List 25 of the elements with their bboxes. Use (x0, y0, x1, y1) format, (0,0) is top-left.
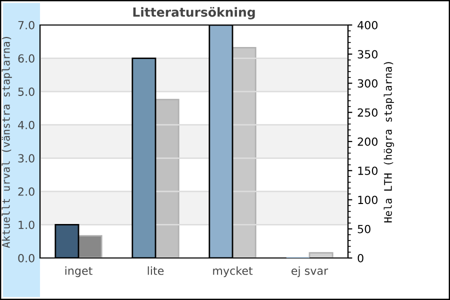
y2-tick-label: 250 (358, 108, 378, 117)
x-tick-label: mycket (213, 266, 253, 278)
y-axis-title: Aktuellt urval (vänstra staplarna) (2, 37, 12, 248)
y2-tick-label: 200 (358, 137, 378, 146)
y-tick-label: 0.0 (18, 254, 34, 262)
chart-title: Litteratursökning (133, 6, 255, 20)
y-tick-label: 7.0 (18, 20, 34, 30)
y2-axis-title: Hela LTH (högra staplarna) (384, 62, 394, 222)
x-tick-label: ej svar (292, 266, 328, 278)
y-tick-label: 5.0 (18, 88, 34, 96)
y-tick-label: 6.0 (18, 54, 34, 63)
x-tick-label: lite (148, 266, 164, 275)
y2-tick-label: 50 (358, 224, 370, 234)
y2-tick-label: 0 (358, 254, 364, 262)
y2-tick-label: 400 (358, 20, 378, 30)
x-tick-label: inget (65, 266, 92, 278)
y2-tick-label: 300 (358, 79, 378, 88)
y2-tick-label: 100 (358, 196, 378, 204)
y2-tick-label: 150 (358, 166, 378, 176)
y-tick-label: 1.0 (18, 220, 34, 230)
y-tick-label: 4.0 (18, 120, 34, 130)
y-tick-label: 2.0 (18, 187, 34, 196)
bar (308, 252, 334, 258)
y2-tick-label: 350 (358, 50, 378, 59)
y-tick-label: 3.0 (18, 154, 34, 163)
